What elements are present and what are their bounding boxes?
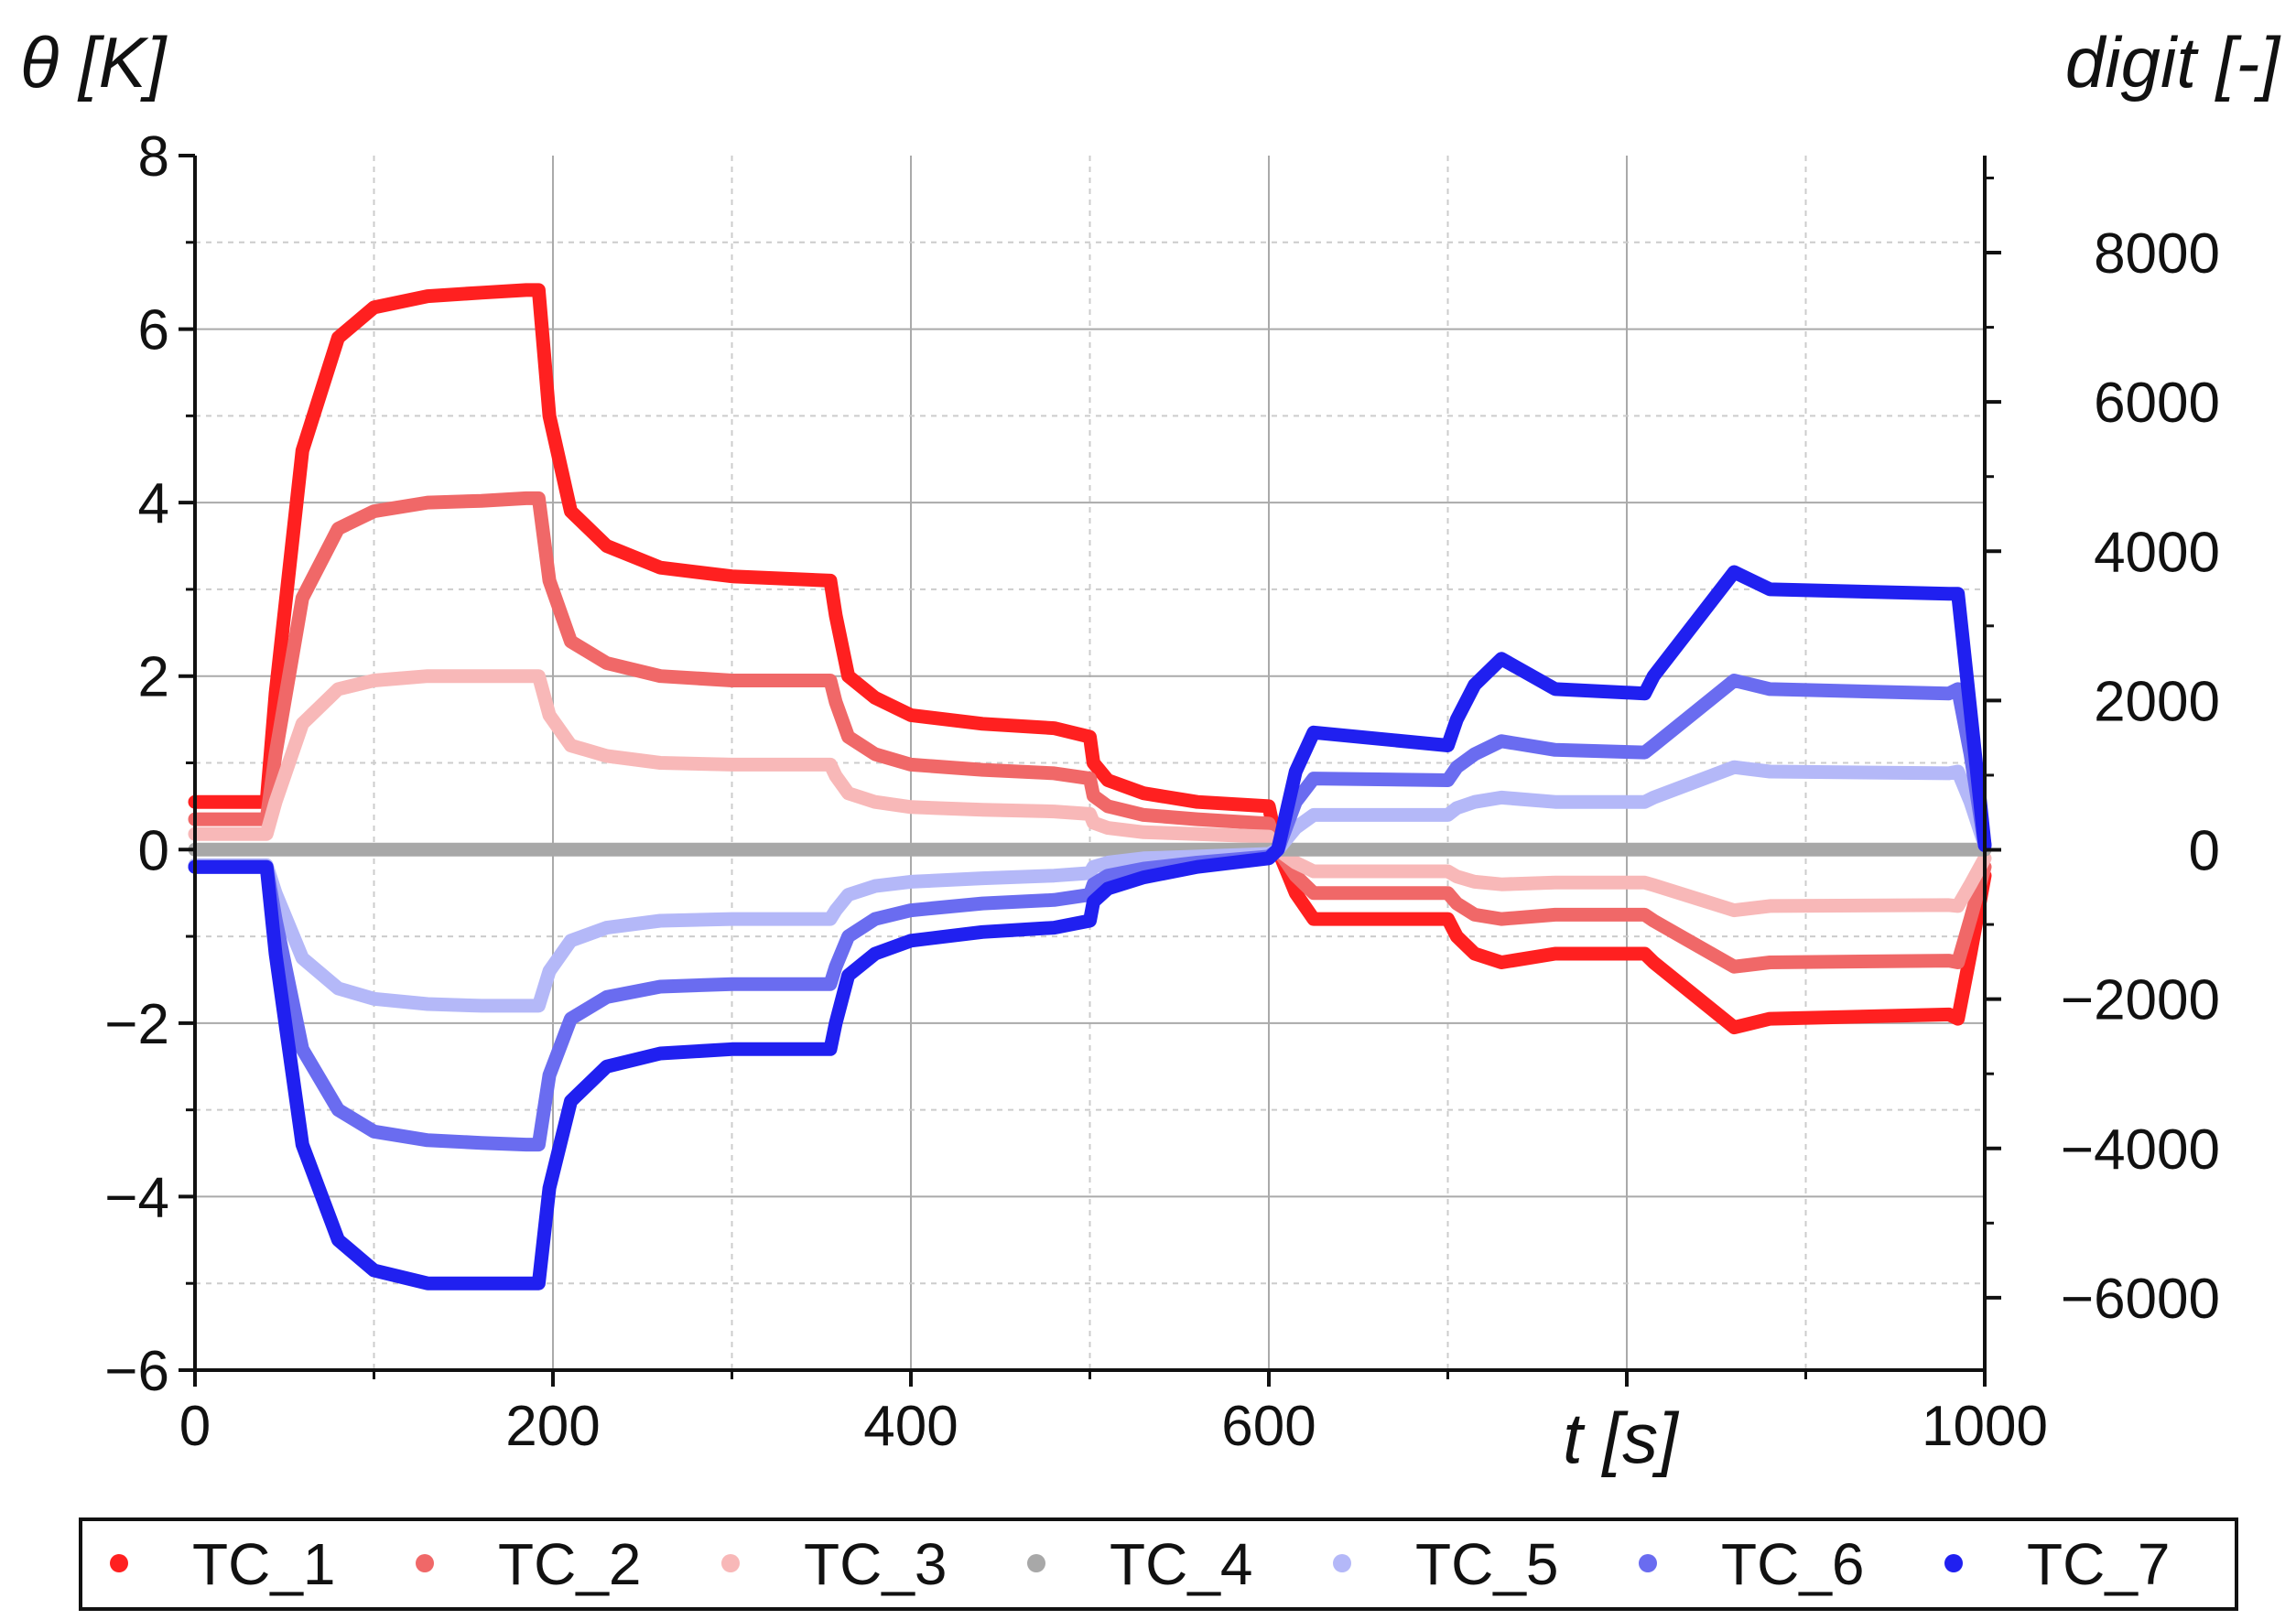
series-line-tc-6 <box>188 674 1992 1152</box>
y-tick-label: −6 <box>104 1340 169 1403</box>
y2-tick-label: 2000 <box>2094 670 2220 733</box>
y2-tick-label: −4000 <box>2061 1118 2220 1182</box>
legend-label: TC_5 <box>1415 1531 1559 1597</box>
legend-marker <box>1639 1554 1657 1572</box>
legend: TC_1 TC_2 TC_3 TC_4 TC_5 TC_6 TC_7 <box>79 1517 2238 1611</box>
y-tick-label: 6 <box>138 299 169 362</box>
legend-marker <box>721 1554 740 1572</box>
legend-label: TC_1 <box>192 1531 336 1597</box>
legend-label: TC_6 <box>1721 1531 1865 1597</box>
y-tick-label: −4 <box>104 1166 169 1229</box>
y2-tick-label: 6000 <box>2094 372 2220 435</box>
y2-tick-label: 4000 <box>2094 521 2220 584</box>
series-layer <box>188 283 1992 1291</box>
legend-marker <box>1944 1554 1963 1572</box>
legend-marker <box>1027 1554 1045 1572</box>
x-tick-label: 1000 <box>1922 1395 2048 1458</box>
y2-tick-label: 8000 <box>2094 222 2220 286</box>
legend-marker <box>110 1554 128 1572</box>
y2-axis-title: digit [-] <box>2065 22 2281 103</box>
y-tick-label: 2 <box>138 646 169 709</box>
y-tick-label: 0 <box>138 819 169 882</box>
x-axis-title: t [s] <box>1563 1398 1680 1478</box>
x-tick-label: 600 <box>1221 1395 1316 1458</box>
legend-marker <box>1333 1554 1351 1572</box>
y-tick-label: 4 <box>138 472 169 535</box>
x-tick-label: 200 <box>505 1395 600 1458</box>
x-tick-label: 0 <box>179 1395 211 1458</box>
legend-label: TC_7 <box>2027 1531 2171 1597</box>
y2-tick-label: −2000 <box>2061 969 2220 1032</box>
y-tick-label: −2 <box>104 993 169 1056</box>
y2-tick-label: 0 <box>2189 820 2220 883</box>
series-line-tc-1 <box>188 283 1992 1035</box>
series-line-tc-7 <box>188 565 1992 1291</box>
y-tick-label: 8 <box>138 125 169 189</box>
legend-label: TC_2 <box>498 1531 642 1597</box>
series-line-tc-5 <box>188 760 1992 1013</box>
x-tick-label: 400 <box>863 1395 958 1458</box>
legend-label: TC_3 <box>804 1531 948 1597</box>
ticks: 0 200 400 600 1000 −6 −4 −2 0 2 4 6 8 −6000 −4000 −2000… <box>104 125 2220 1458</box>
y-axis-title: θ [K] <box>20 22 168 103</box>
legend-items: TC_1 TC_2 TC_3 TC_4 TC_5 TC_6 TC_7 <box>110 1531 2171 1597</box>
legend-label: TC_4 <box>1110 1531 1253 1597</box>
y2-tick-label: −6000 <box>2061 1268 2220 1331</box>
series-line-tc-2 <box>188 491 1992 974</box>
legend-frame <box>79 1517 2238 1611</box>
series-line-tc-3 <box>188 669 1992 918</box>
legend-marker <box>416 1554 434 1572</box>
